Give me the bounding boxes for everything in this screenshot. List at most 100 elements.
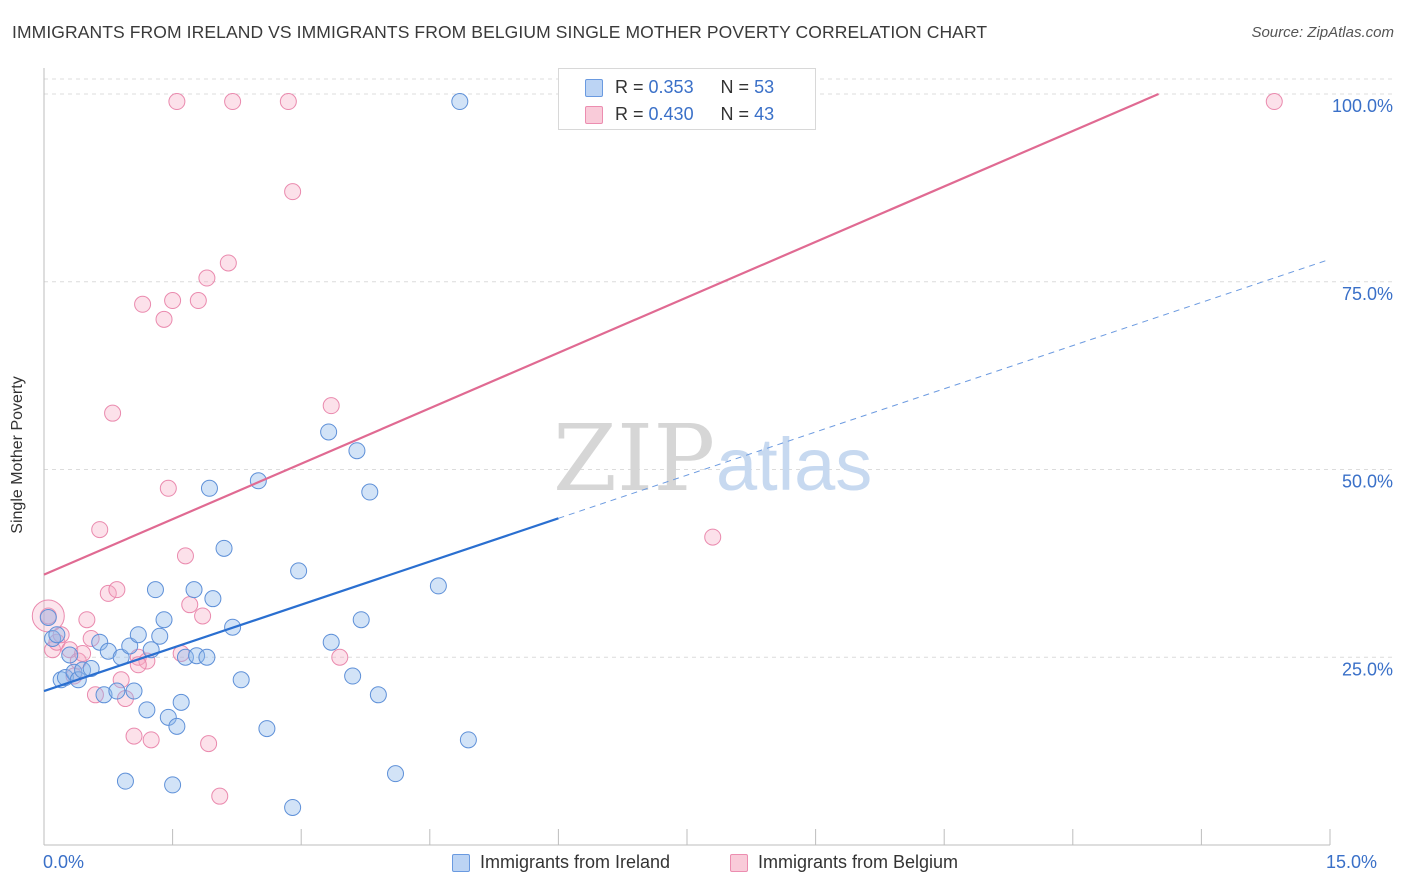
point-belgium (211, 787, 229, 805)
legend-r-value-belgium: 0.430 (648, 104, 694, 124)
bottom-legend-belgium: Immigrants from Belgium (730, 852, 958, 873)
point-belgium (78, 611, 96, 629)
y-tick-label: 100.0% (1332, 96, 1393, 116)
point-belgium (224, 93, 242, 111)
y-tick-label: 25.0% (1342, 659, 1393, 679)
point-ireland (185, 581, 203, 599)
series-belgium (31, 93, 1283, 805)
point-ireland (459, 731, 477, 749)
point-ireland (322, 633, 340, 651)
point-belgium (104, 404, 122, 422)
point-ireland (155, 611, 173, 629)
point-ireland (82, 660, 100, 678)
point-belgium (142, 731, 160, 749)
point-belgium (200, 735, 218, 753)
point-ireland (344, 667, 362, 685)
point-belgium (82, 629, 100, 647)
legend-n-label: N = (720, 104, 750, 124)
legend-n-label: N = (720, 77, 750, 97)
point-ireland (215, 539, 233, 557)
point-belgium (279, 93, 297, 111)
point-ireland (108, 682, 126, 700)
chart-source: Source: ZipAtlas.com (1251, 24, 1394, 41)
inset-legend: R = 0.353 N = 53 R = 0.430 N = 43 (558, 68, 816, 130)
point-belgium (176, 547, 194, 565)
point-belgium (125, 727, 143, 745)
point-ireland (116, 772, 134, 790)
point-ireland (129, 626, 147, 644)
legend-swatch-ireland (585, 78, 603, 97)
bottom-legend-label-ireland: Immigrants from Ireland (480, 852, 671, 872)
point-belgium (91, 521, 109, 539)
point-ireland (429, 577, 447, 595)
point-ireland (361, 483, 379, 501)
point-belgium (52, 626, 70, 644)
grid-lines (44, 78, 1395, 658)
trendline-ireland (43, 517, 559, 693)
point-ireland (61, 646, 79, 664)
point-belgium (159, 479, 177, 497)
point-ireland (146, 581, 164, 599)
point-ireland (320, 423, 338, 441)
point-belgium (168, 93, 186, 111)
point-ireland (48, 626, 66, 644)
point-ireland (125, 682, 143, 700)
x-tick-label-max: 15.0% (1326, 852, 1378, 872)
legend-n-value-ireland: 53 (754, 77, 775, 97)
point-ireland (369, 686, 387, 704)
legend-swatch-belgium (585, 105, 603, 124)
point-ireland (39, 608, 57, 626)
point-ireland (348, 442, 366, 460)
point-ireland (198, 648, 216, 666)
point-belgium (74, 645, 92, 662)
point-belgium (61, 641, 79, 659)
trendline-belgium (43, 93, 1159, 576)
point-belgium (1265, 93, 1283, 111)
point-belgium (155, 310, 173, 328)
point-ireland (352, 611, 370, 629)
point-belgium (331, 648, 349, 666)
point-ireland (151, 627, 169, 645)
point-ireland (172, 693, 190, 711)
point-ireland (121, 637, 139, 655)
point-belgium (181, 596, 199, 614)
bottom-legend-swatch-ireland (452, 853, 470, 872)
series-ireland (39, 93, 477, 816)
legend-n-value-belgium: 43 (754, 104, 775, 124)
point-belgium (198, 269, 216, 287)
point-belgium (99, 584, 117, 602)
point-belgium (322, 397, 340, 415)
point-ireland (258, 720, 276, 738)
point-ireland (284, 798, 302, 816)
point-belgium (134, 295, 152, 313)
point-belgium (189, 292, 207, 310)
point-ireland (451, 93, 469, 111)
y-axis-title: Single Mother Poverty (9, 376, 26, 534)
y-tick-label: 50.0% (1342, 472, 1393, 492)
point-ireland (200, 479, 218, 497)
bottom-legend-swatch-belgium (730, 853, 748, 872)
legend-row-ireland: R = 0.353 N = 53 (585, 77, 774, 98)
point-belgium (86, 686, 104, 704)
point-belgium (194, 607, 212, 625)
trendline-ireland-extension (558, 258, 1331, 519)
legend-r-label: R = (615, 104, 644, 124)
point-ireland (159, 708, 177, 726)
point-belgium (108, 581, 126, 599)
point-belgium (704, 528, 722, 546)
legend-r-label: R = (615, 77, 644, 97)
point-belgium (284, 183, 302, 201)
point-ireland (91, 633, 109, 651)
watermark-atlas: atlas (716, 423, 872, 506)
point-ireland (204, 590, 222, 608)
point-ireland (164, 776, 182, 794)
point-ireland (168, 717, 186, 735)
legend-r-value-ireland: 0.353 (648, 77, 694, 97)
point-belgium (112, 671, 130, 689)
point-ireland (387, 765, 405, 783)
bottom-legend-ireland: Immigrants from Ireland (452, 852, 670, 873)
chart-title: IMMIGRANTS FROM IRELAND VS IMMIGRANTS FR… (12, 22, 988, 42)
point-ireland (232, 671, 250, 689)
legend-row-belgium: R = 0.430 N = 43 (585, 104, 774, 125)
